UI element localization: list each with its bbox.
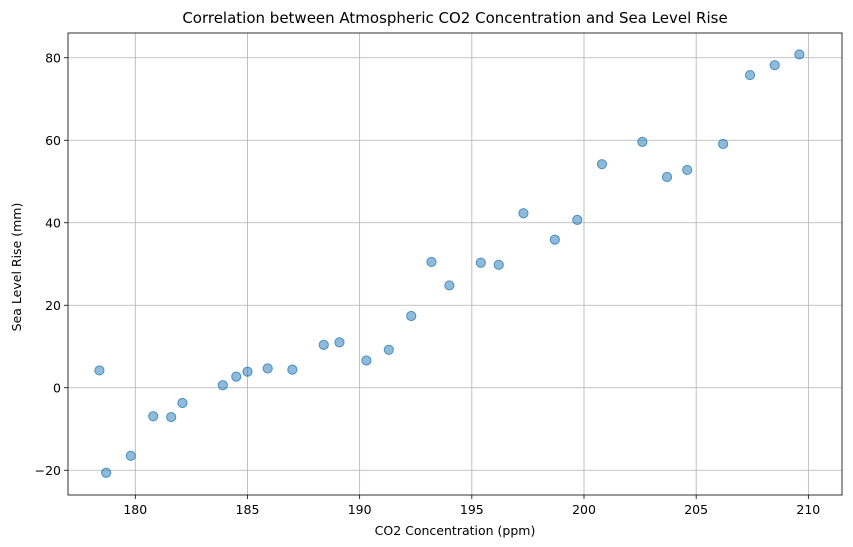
- data-point: [426, 256, 437, 268]
- data-point: [101, 467, 112, 478]
- data-point: [475, 257, 486, 268]
- plot-frame: [67, 32, 843, 496]
- data-point: [383, 344, 394, 355]
- data-point: [717, 138, 729, 150]
- data-point: [231, 371, 242, 382]
- x-axis-label: CO2 Concentration (ppm): [375, 523, 536, 538]
- data-point: [518, 208, 529, 219]
- data-point: [549, 234, 560, 245]
- x-axis: 180 185 190 195 200 205 210: [123, 495, 820, 517]
- data-point: [217, 380, 228, 391]
- data-point: [444, 280, 455, 291]
- data-point: [744, 69, 756, 81]
- data-point: [94, 365, 105, 376]
- x-tick-label: 205: [684, 502, 708, 517]
- y-tick-label: 40: [45, 215, 61, 230]
- y-tick-label: −20: [35, 463, 61, 478]
- x-tick-label: 190: [348, 502, 372, 517]
- grid: [68, 33, 842, 495]
- data-point: [493, 259, 504, 270]
- data-point: [287, 364, 298, 375]
- y-tick-label: 0: [53, 380, 61, 395]
- data-point: [125, 450, 136, 461]
- data-point: [769, 60, 780, 71]
- data-point: [361, 355, 372, 366]
- data-point: [682, 164, 693, 176]
- data-point: [177, 397, 188, 409]
- y-tick-label: 60: [45, 133, 61, 148]
- data-point: [596, 159, 608, 170]
- x-tick-label: 200: [572, 502, 596, 517]
- data-points: [94, 49, 805, 478]
- x-tick-label: 195: [460, 502, 484, 517]
- chart-title: Correlation between Atmospheric CO2 Conc…: [182, 9, 727, 27]
- x-tick-label: 210: [796, 502, 820, 517]
- data-point: [242, 366, 253, 377]
- x-tick-label: 185: [236, 502, 260, 517]
- data-point: [406, 310, 417, 322]
- data-point: [794, 49, 805, 60]
- data-point: [334, 337, 345, 348]
- data-point: [262, 363, 273, 374]
- data-point: [661, 171, 673, 183]
- y-tick-label: 80: [45, 50, 61, 65]
- data-point: [637, 136, 648, 147]
- y-tick-label: 20: [45, 298, 61, 313]
- y-axis: −20 0 20 40 60 80: [35, 50, 68, 478]
- y-axis-label: Sea Level Rise (mm): [9, 203, 24, 332]
- data-point: [166, 411, 177, 423]
- data-point: [148, 411, 159, 422]
- data-point: [572, 214, 583, 225]
- x-tick-label: 180: [123, 502, 147, 517]
- data-point: [318, 339, 329, 350]
